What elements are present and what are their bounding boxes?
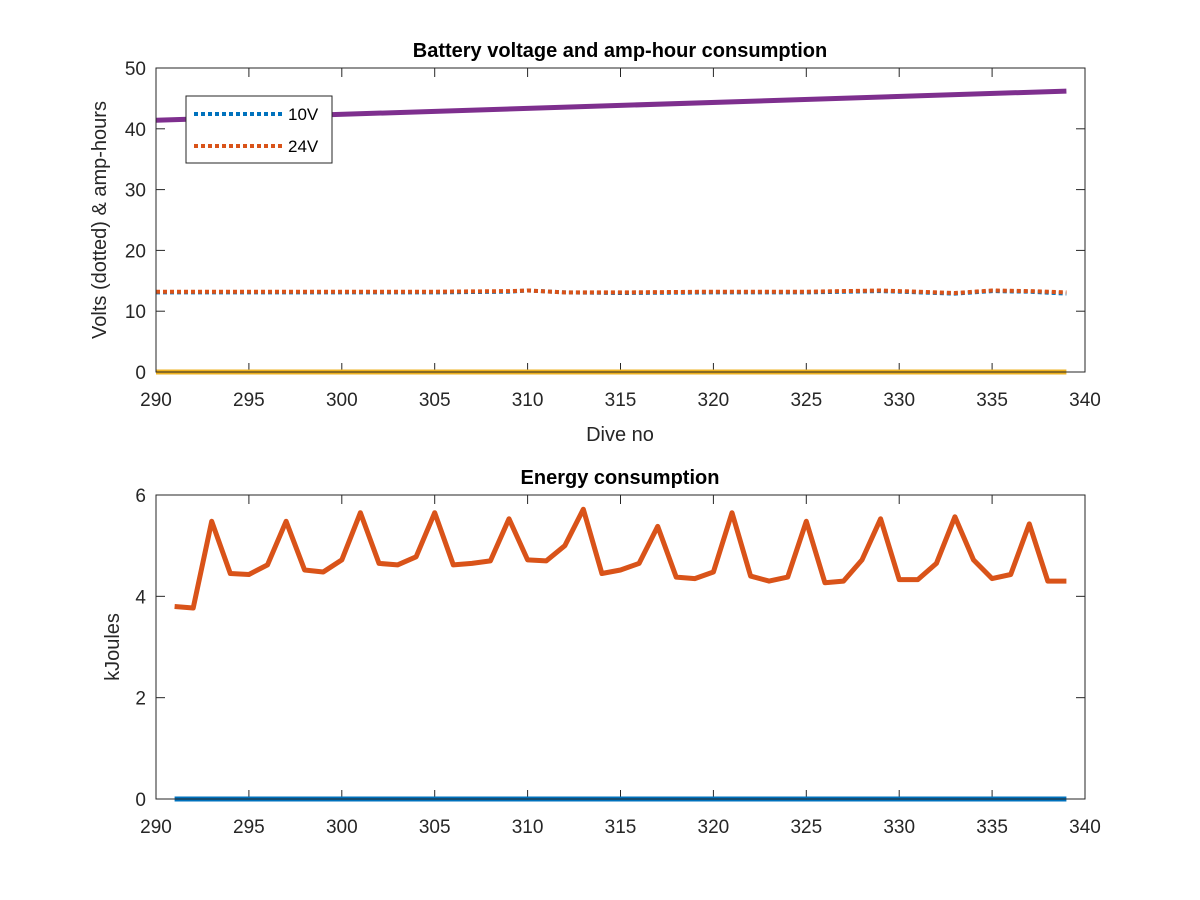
- x-tick-label: 335: [976, 390, 1008, 411]
- x-tick-label: 325: [790, 390, 822, 411]
- y-tick-label: 0: [135, 363, 146, 384]
- x-tick-label: 340: [1069, 390, 1101, 411]
- voltage-axes-box: [155, 67, 1086, 373]
- voltage-x-axis-label: Dive no: [586, 424, 654, 446]
- y-tick-label: 50: [125, 59, 146, 80]
- voltage-y-axis-label: Volts (dotted) & amp-hours: [89, 101, 111, 339]
- x-tick-label: 310: [512, 390, 544, 411]
- legend-box: [185, 95, 333, 164]
- x-tick-label: 315: [605, 390, 637, 411]
- voltage-ticks: 290 295 300 305 310 315 320 325 330 335 340 0 10 20 30…: [125, 59, 1101, 411]
- energy-y-axis-label: kJoules: [102, 613, 124, 681]
- x-tick-label: 325: [790, 817, 822, 838]
- y-tick-label: 10: [125, 302, 146, 323]
- y-tick-label: 6: [135, 486, 146, 507]
- series-24v-line: [156, 288, 1067, 295]
- y-tick-label: 2: [135, 689, 146, 710]
- y-tick-label: 0: [135, 790, 146, 811]
- x-tick-label: 305: [419, 390, 451, 411]
- energy-axes: Energy consumption kJoules 290 295 300 305 3…: [102, 467, 1101, 838]
- x-tick-label: 305: [419, 817, 451, 838]
- voltage-chart-title: Battery voltage and amp-hour consumption: [413, 40, 827, 62]
- x-tick-label: 330: [883, 817, 915, 838]
- y-tick-label: 4: [135, 587, 146, 608]
- x-tick-label: 320: [698, 390, 730, 411]
- x-tick-label: 330: [883, 390, 915, 411]
- legend-label-10v: 10V: [288, 105, 319, 124]
- energy-axes-box: [155, 494, 1086, 800]
- legend-label-24v: 24V: [288, 137, 319, 156]
- y-tick-label: 30: [125, 181, 146, 202]
- x-tick-label: 300: [326, 390, 358, 411]
- x-tick-label: 340: [1069, 817, 1101, 838]
- energy-ticks: 290 295 300 305 310 315 320 325 330 335 340 0 2 4 6: [135, 486, 1100, 838]
- energy-chart-title: Energy consumption: [521, 467, 720, 489]
- x-tick-label: 290: [140, 817, 172, 838]
- y-tick-label: 20: [125, 241, 146, 262]
- y-tick-label: 40: [125, 120, 146, 141]
- x-tick-label: 300: [326, 817, 358, 838]
- voltage-amphour-axes: Battery voltage and amp-hour consumption…: [89, 40, 1101, 446]
- x-tick-label: 295: [233, 390, 265, 411]
- x-tick-label: 320: [698, 817, 730, 838]
- voltage-legend: 10V 24V: [185, 95, 333, 164]
- x-tick-label: 295: [233, 817, 265, 838]
- x-tick-label: 315: [605, 817, 637, 838]
- x-tick-label: 335: [976, 817, 1008, 838]
- x-tick-label: 290: [140, 390, 172, 411]
- series-0-line: [174, 506, 1067, 611]
- x-tick-label: 310: [512, 817, 544, 838]
